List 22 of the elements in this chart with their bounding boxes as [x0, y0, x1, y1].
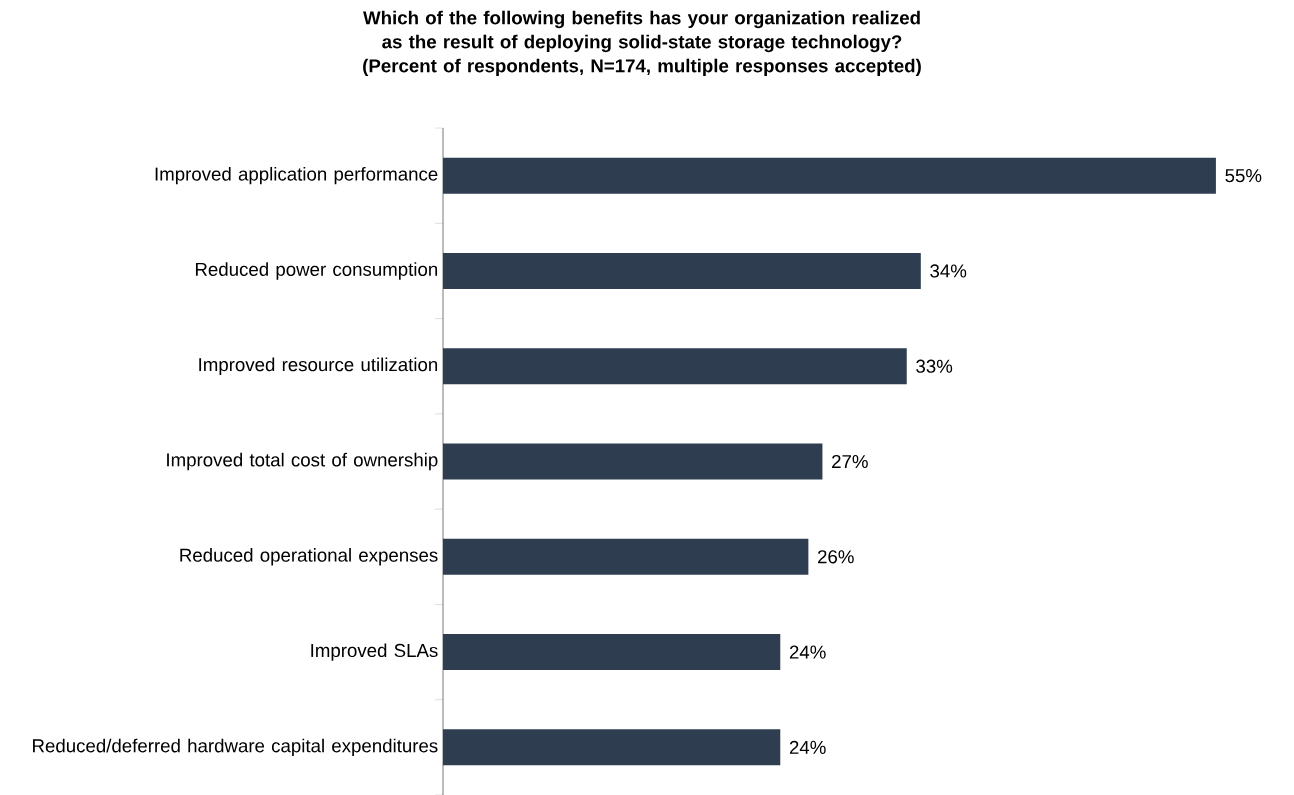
y-tick-label: Improved SLAs: [311, 643, 438, 661]
data-label: 24%: [789, 740, 826, 754]
y-tick-label: Improved resource utilization: [199, 357, 438, 375]
y-tick-label: Reduced power consumption: [195, 262, 438, 280]
bar: [443, 348, 907, 385]
bar: [443, 157, 1216, 194]
y-tick-label: Improved total cost of ownership: [167, 452, 438, 471]
y-tick-label: Reduced/deferred hardware capital expenditures: [33, 738, 438, 757]
data-label: 24%: [789, 645, 826, 659]
bar: [443, 729, 781, 766]
y-tick-label: Improved application performance: [155, 166, 438, 185]
data-label: 34%: [930, 264, 967, 278]
bar: [443, 538, 809, 575]
data-label: 33%: [916, 359, 953, 373]
chart-title: Which of the following benefits has your organization realized as the result of deploying solid-state storage technology? (Percent of respondents, N=174, multiple responses accepted): [363, 10, 921, 77]
data-label: 27%: [832, 454, 868, 469]
data-label: 55%: [1225, 169, 1262, 183]
bar: [443, 443, 823, 480]
bar: [443, 634, 781, 671]
bar: [443, 252, 921, 289]
data-label: 26%: [818, 550, 854, 564]
y-tick-label: Reduced operational expenses: [180, 548, 438, 566]
